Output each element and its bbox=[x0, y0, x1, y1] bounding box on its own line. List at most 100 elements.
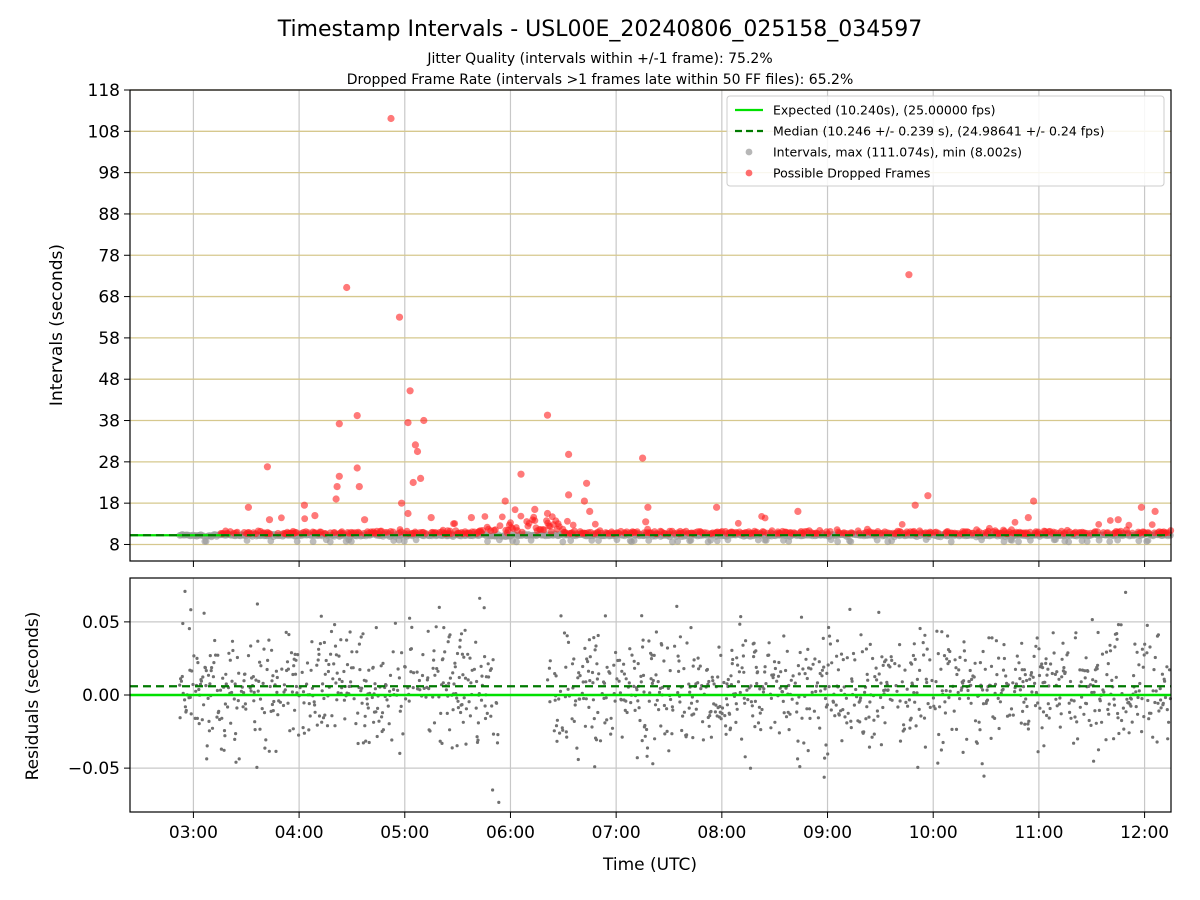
residual-point bbox=[795, 710, 799, 714]
residual-point bbox=[280, 667, 284, 671]
residual-point bbox=[448, 728, 452, 732]
residual-point bbox=[179, 677, 183, 681]
residual-point bbox=[315, 663, 319, 667]
dropped-frame-outlier bbox=[395, 313, 404, 321]
interval-point bbox=[1065, 538, 1073, 546]
residual-point bbox=[317, 647, 321, 651]
residual-point bbox=[475, 735, 479, 739]
residual-point bbox=[448, 676, 452, 680]
residual-point bbox=[707, 724, 711, 728]
residual-point bbox=[218, 688, 223, 692]
residual-point bbox=[790, 697, 794, 701]
residual-point bbox=[351, 666, 355, 670]
residual-point bbox=[445, 711, 449, 716]
residual-point bbox=[1124, 590, 1128, 595]
residual-point bbox=[670, 705, 675, 709]
dropped-frame-outlier bbox=[413, 447, 422, 456]
residual-point bbox=[557, 697, 561, 701]
residual-point bbox=[329, 652, 333, 656]
residual-point bbox=[371, 665, 375, 669]
residuals-y-tick-label: −0.05 bbox=[68, 759, 120, 779]
residual-point bbox=[1066, 651, 1070, 655]
residual-point bbox=[342, 698, 346, 702]
residuals-x-tick-label: 08:00 bbox=[697, 823, 746, 843]
residual-point bbox=[678, 700, 682, 704]
residual-point bbox=[1063, 670, 1067, 674]
residual-point bbox=[482, 606, 486, 610]
residual-point bbox=[474, 706, 478, 710]
residual-point bbox=[624, 677, 628, 681]
residual-point bbox=[1011, 713, 1015, 717]
residual-point bbox=[941, 740, 945, 745]
residual-point bbox=[459, 632, 464, 636]
residual-point bbox=[775, 679, 779, 683]
residual-point bbox=[302, 701, 306, 705]
residual-point bbox=[355, 650, 359, 654]
residual-point bbox=[365, 697, 369, 701]
residual-point bbox=[555, 739, 559, 743]
residual-point bbox=[462, 655, 466, 659]
residual-point bbox=[925, 680, 929, 685]
residual-point bbox=[1145, 651, 1149, 655]
residual-point bbox=[489, 714, 493, 718]
intervals-y-tick-label: 118 bbox=[88, 81, 120, 101]
residual-point bbox=[758, 711, 762, 715]
residual-point bbox=[455, 696, 459, 700]
residual-point bbox=[744, 639, 748, 643]
residual-point bbox=[750, 704, 754, 708]
residual-point bbox=[608, 671, 612, 675]
residual-point bbox=[762, 687, 766, 691]
residual-point bbox=[633, 666, 637, 670]
residual-point bbox=[757, 705, 762, 709]
intervals-panel: 8 18 28 38 48 58 68 78 88 98 108 118 Intervals (sec… bbox=[47, 81, 1175, 567]
residual-point bbox=[741, 654, 746, 658]
residual-point bbox=[738, 690, 742, 695]
residual-point bbox=[592, 636, 596, 640]
residual-point bbox=[1020, 668, 1024, 672]
residual-point bbox=[342, 669, 346, 674]
residual-point bbox=[570, 717, 574, 721]
residual-point bbox=[178, 683, 182, 687]
residual-point bbox=[1108, 643, 1112, 647]
residual-point bbox=[805, 707, 809, 711]
residual-point bbox=[309, 668, 313, 672]
residual-point bbox=[917, 707, 921, 712]
residuals-x-tick-label: 10:00 bbox=[909, 823, 958, 843]
residual-point bbox=[780, 690, 785, 694]
residual-point bbox=[324, 658, 328, 663]
residual-point bbox=[638, 718, 642, 723]
residual-point bbox=[840, 739, 844, 743]
residual-point bbox=[1167, 668, 1172, 672]
residual-point bbox=[578, 674, 582, 678]
residual-point bbox=[826, 663, 830, 667]
dropped-frame-point bbox=[517, 512, 525, 520]
dropped-frame-outlier bbox=[333, 483, 341, 491]
residual-point bbox=[558, 731, 562, 735]
residual-point bbox=[1124, 710, 1128, 714]
residual-point bbox=[738, 622, 742, 626]
residual-point bbox=[930, 678, 934, 683]
residual-point bbox=[942, 654, 947, 658]
residual-point bbox=[789, 678, 793, 682]
residual-point bbox=[418, 688, 422, 692]
residual-point bbox=[625, 710, 629, 715]
residual-point bbox=[1107, 702, 1111, 706]
residual-point bbox=[457, 675, 461, 680]
residual-point bbox=[243, 672, 247, 676]
residual-point bbox=[705, 667, 710, 672]
residual-point bbox=[836, 668, 841, 672]
residual-point bbox=[398, 751, 402, 756]
residual-point bbox=[438, 739, 442, 743]
residual-point bbox=[1132, 674, 1136, 678]
residual-point bbox=[710, 675, 714, 679]
intervals-y-label: Intervals (seconds) bbox=[47, 244, 67, 406]
residual-point bbox=[823, 756, 827, 760]
residual-point bbox=[1113, 645, 1117, 649]
interval-point bbox=[293, 538, 301, 545]
residual-point bbox=[384, 683, 388, 688]
dropped-frame-point bbox=[761, 514, 769, 522]
residual-point bbox=[881, 705, 885, 710]
residual-point bbox=[323, 713, 327, 717]
dropped-frame-outlier bbox=[265, 516, 274, 524]
dropped-frame-point bbox=[569, 521, 577, 529]
